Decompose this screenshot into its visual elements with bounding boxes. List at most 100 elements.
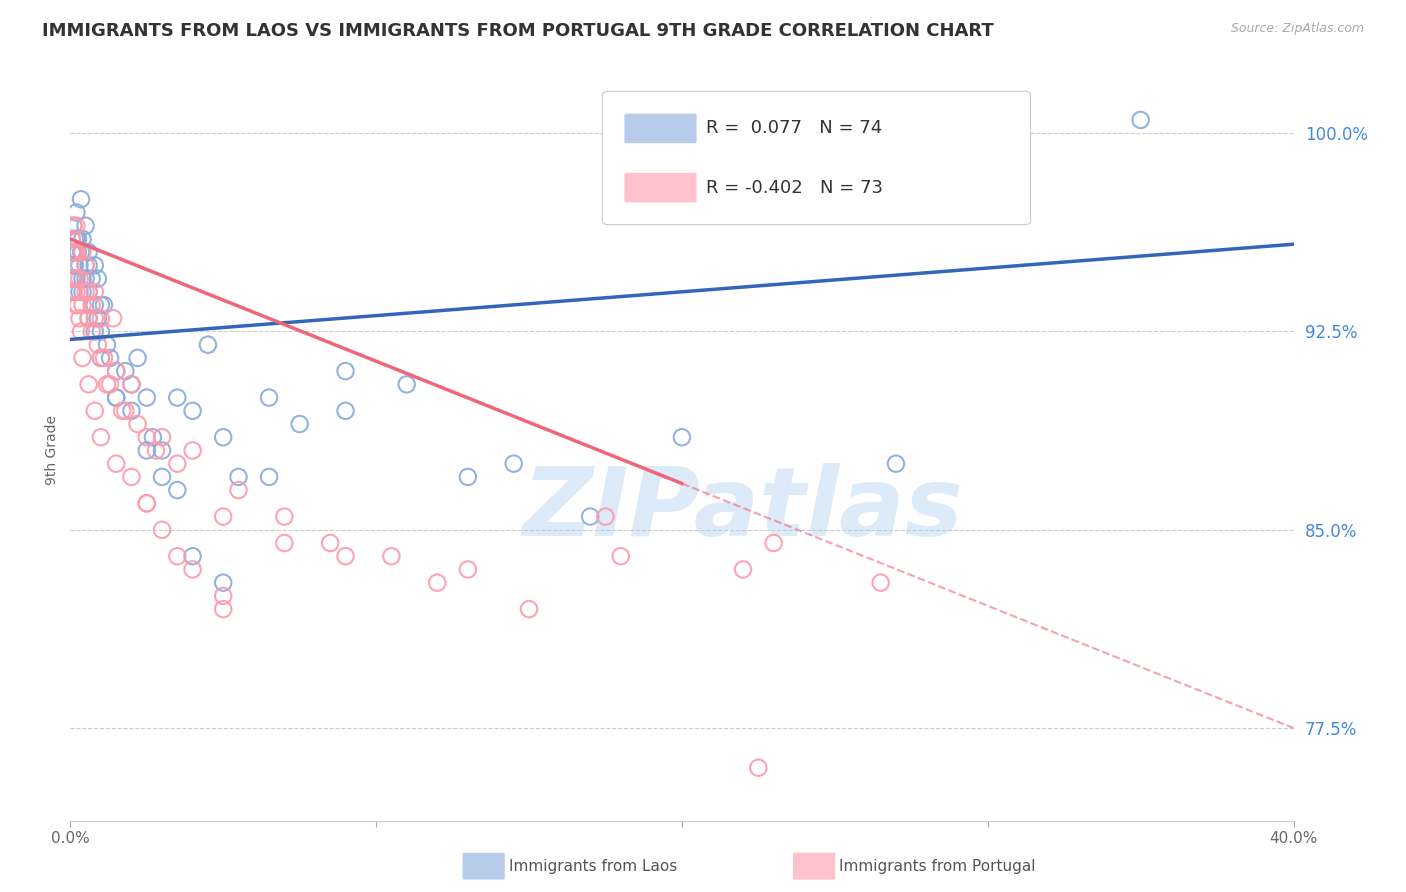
Point	[595, 509, 617, 524]
Point	[75, 219, 97, 233]
Point	[77, 285, 100, 299]
Point	[72, 285, 94, 299]
Point	[83, 298, 105, 312]
Point	[135, 496, 157, 510]
Point	[87, 311, 110, 326]
Point	[121, 470, 143, 484]
Point	[105, 391, 128, 405]
Point	[75, 259, 97, 273]
Text: Immigrants from Laos: Immigrants from Laos	[509, 859, 678, 873]
FancyBboxPatch shape	[624, 173, 696, 202]
Point	[83, 285, 105, 299]
Point	[228, 470, 250, 484]
Point	[80, 271, 103, 285]
Point	[90, 298, 112, 312]
Point	[62, 245, 84, 260]
Point	[72, 271, 94, 285]
Point	[335, 404, 357, 418]
Point	[319, 536, 342, 550]
Point	[69, 285, 91, 299]
Y-axis label: 9th Grade: 9th Grade	[45, 416, 59, 485]
Point	[77, 311, 100, 326]
Point	[60, 285, 83, 299]
Point	[579, 509, 602, 524]
Point	[121, 404, 143, 418]
Point	[62, 245, 84, 260]
Point	[77, 259, 100, 273]
Point	[111, 404, 134, 418]
Point	[426, 575, 449, 590]
Point	[63, 259, 86, 273]
Point	[150, 430, 173, 444]
Point	[65, 205, 87, 219]
Point	[98, 351, 121, 365]
Point	[105, 364, 128, 378]
Point	[610, 549, 633, 564]
Point	[63, 232, 86, 246]
Point	[121, 377, 143, 392]
Text: R =  0.077   N = 74: R = 0.077 N = 74	[706, 120, 883, 137]
Point	[135, 496, 157, 510]
Point	[228, 483, 250, 497]
Point	[90, 351, 112, 365]
Point	[212, 602, 235, 616]
Point	[65, 245, 87, 260]
Point	[66, 298, 89, 312]
FancyBboxPatch shape	[602, 91, 1031, 225]
Point	[70, 192, 93, 206]
Point	[181, 443, 204, 458]
Point	[96, 337, 118, 351]
Point	[150, 443, 173, 458]
Point	[105, 391, 128, 405]
Point	[93, 351, 115, 365]
Point	[121, 377, 143, 392]
Text: Immigrants from Portugal: Immigrants from Portugal	[839, 859, 1036, 873]
Point	[457, 562, 479, 576]
Point	[197, 337, 219, 351]
Point	[869, 575, 891, 590]
Point	[101, 311, 124, 326]
Point	[90, 430, 112, 444]
Point	[395, 377, 418, 392]
Point	[1129, 112, 1152, 127]
Point	[98, 377, 121, 392]
Point	[150, 523, 173, 537]
Point	[72, 245, 94, 260]
Point	[60, 271, 83, 285]
Point	[93, 298, 115, 312]
Point	[96, 377, 118, 392]
Point	[77, 377, 100, 392]
Point	[181, 404, 204, 418]
Point	[62, 285, 84, 299]
Point	[83, 404, 105, 418]
Text: R = -0.402   N = 73: R = -0.402 N = 73	[706, 178, 883, 196]
Point	[80, 325, 103, 339]
Point	[60, 245, 83, 260]
Point	[127, 351, 149, 365]
Point	[77, 245, 100, 260]
Point	[135, 391, 157, 405]
Point	[273, 509, 295, 524]
Point	[65, 271, 87, 285]
Text: ZIPatlas: ZIPatlas	[523, 463, 963, 557]
Point	[83, 311, 105, 326]
Point	[335, 549, 357, 564]
Point	[142, 430, 165, 444]
Point	[65, 232, 87, 246]
Point	[70, 325, 93, 339]
Point	[60, 232, 83, 246]
Point	[671, 430, 693, 444]
Point	[457, 470, 479, 484]
Point	[80, 298, 103, 312]
Point	[87, 271, 110, 285]
Point	[212, 575, 235, 590]
Point	[77, 311, 100, 326]
Point	[380, 549, 402, 564]
Point	[762, 536, 785, 550]
Point	[62, 271, 84, 285]
Point	[65, 219, 87, 233]
Point	[135, 430, 157, 444]
Point	[69, 311, 91, 326]
Point	[90, 351, 112, 365]
Point	[212, 589, 235, 603]
